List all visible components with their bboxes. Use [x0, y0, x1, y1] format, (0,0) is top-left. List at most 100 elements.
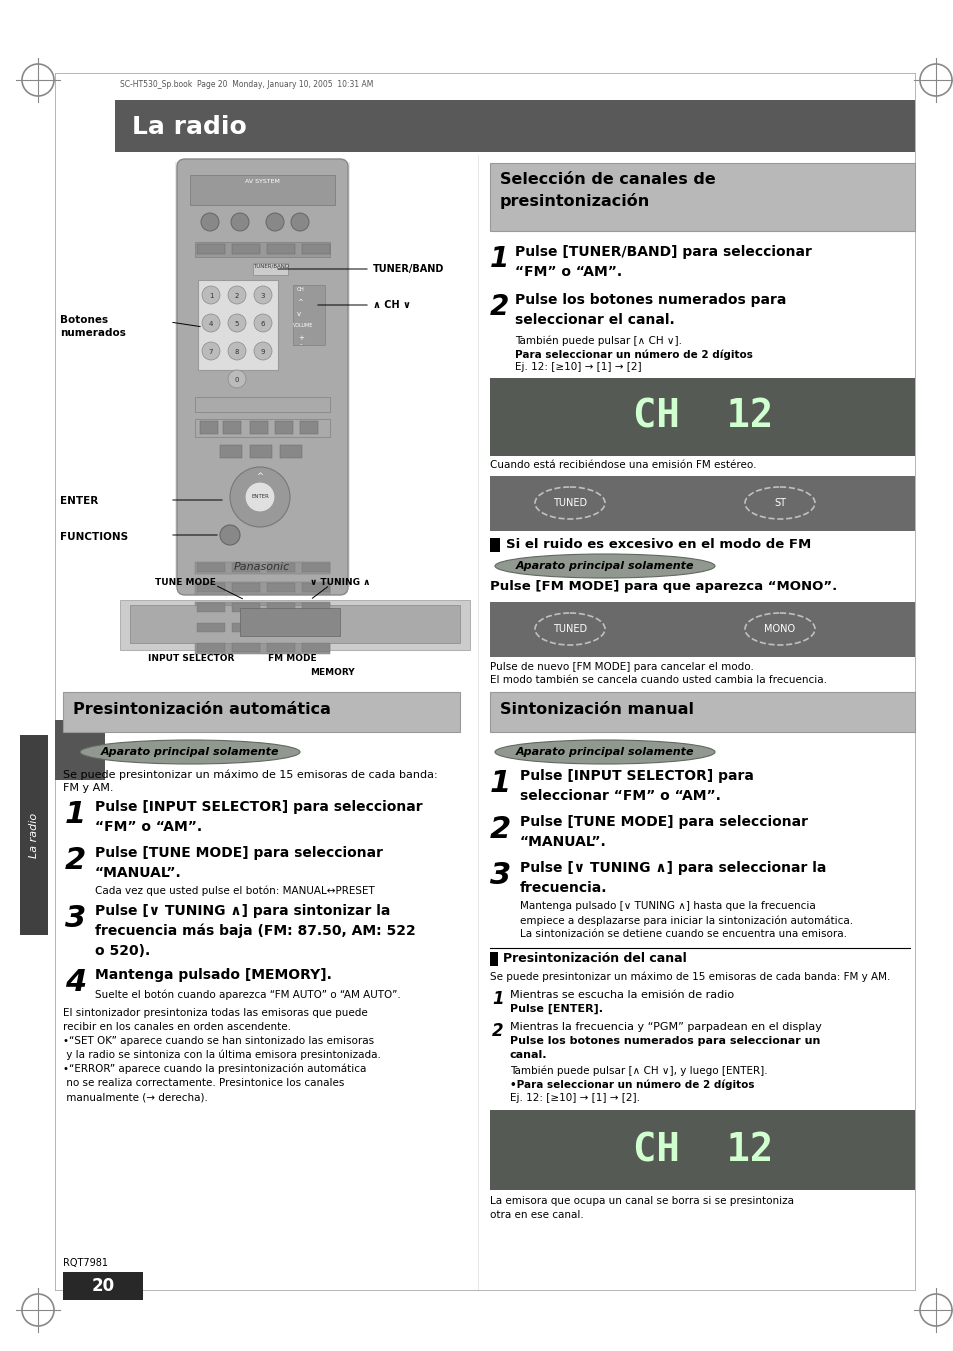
- Bar: [302, 245, 330, 254]
- Text: La sintonización se detiene cuando se encuentra una emisora.: La sintonización se detiene cuando se en…: [519, 929, 846, 939]
- Text: Panasonic: Panasonic: [233, 562, 290, 571]
- Bar: [267, 245, 294, 254]
- Text: Pulse [∨ TUNING ∧] para seleccionar la: Pulse [∨ TUNING ∧] para seleccionar la: [519, 861, 825, 875]
- Text: 1: 1: [209, 293, 213, 299]
- Bar: [250, 444, 272, 458]
- Bar: [267, 603, 294, 612]
- Bar: [194, 621, 330, 634]
- Text: 2: 2: [492, 1021, 503, 1040]
- Text: RQT7981: RQT7981: [63, 1258, 108, 1269]
- Text: Mientras la frecuencia y “PGM” parpadean en el display: Mientras la frecuencia y “PGM” parpadean…: [510, 1021, 821, 1032]
- Text: •“SET OK” aparece cuando se han sintonizado las emisoras: •“SET OK” aparece cuando se han sintoniz…: [63, 1036, 374, 1046]
- Bar: [299, 422, 317, 434]
- Text: ∧ CH ∨: ∧ CH ∨: [373, 300, 411, 309]
- Text: seleccionar el canal.: seleccionar el canal.: [515, 313, 674, 327]
- Text: otra en ese canal.: otra en ese canal.: [490, 1210, 583, 1220]
- Circle shape: [228, 286, 246, 304]
- Bar: [55, 720, 105, 780]
- Text: 7: 7: [209, 349, 213, 355]
- Text: Pulse [INPUT SELECTOR] para: Pulse [INPUT SELECTOR] para: [519, 769, 753, 784]
- Text: CH  12: CH 12: [632, 1131, 772, 1169]
- Text: ST: ST: [773, 499, 785, 508]
- Text: INPUT SELECTOR: INPUT SELECTOR: [148, 654, 234, 663]
- Bar: [194, 419, 330, 436]
- Text: TUNED: TUNED: [553, 624, 586, 634]
- Text: “MANUAL”.: “MANUAL”.: [95, 866, 182, 880]
- Text: ^: ^: [256, 471, 263, 481]
- Text: frecuencia más baja (FM: 87.50, AM: 522: frecuencia más baja (FM: 87.50, AM: 522: [95, 924, 416, 939]
- Bar: [20, 735, 48, 935]
- Text: “FM” o “AM”.: “FM” o “AM”.: [515, 265, 621, 280]
- Text: CH: CH: [296, 286, 305, 292]
- Text: Mientras se escucha la emisión de radio: Mientras se escucha la emisión de radio: [510, 990, 734, 1000]
- Text: v: v: [296, 311, 301, 317]
- Bar: [490, 952, 497, 966]
- Text: Pulse [TUNE MODE] para seleccionar: Pulse [TUNE MODE] para seleccionar: [519, 815, 807, 830]
- Bar: [194, 562, 330, 574]
- Text: Cada vez que usted pulse el botón: MANUAL↔PRESET: Cada vez que usted pulse el botón: MANUA…: [95, 886, 375, 897]
- Text: TUNED: TUNED: [553, 499, 586, 508]
- Bar: [194, 642, 330, 654]
- Bar: [63, 1273, 143, 1300]
- Text: También puede pulsar [∧ CH ∨], y luego [ENTER].: También puede pulsar [∧ CH ∨], y luego […: [510, 1065, 767, 1075]
- Circle shape: [253, 286, 272, 304]
- Bar: [232, 623, 260, 632]
- Text: 1: 1: [65, 800, 86, 830]
- Bar: [302, 623, 330, 632]
- Text: 5: 5: [234, 322, 239, 327]
- Bar: [293, 285, 325, 345]
- Bar: [280, 444, 302, 458]
- Text: manualmente (→ derecha).: manualmente (→ derecha).: [63, 1092, 208, 1102]
- Bar: [253, 263, 288, 276]
- Bar: [196, 584, 225, 592]
- Text: Cuando está recibiéndose una emisión FM estéreo.: Cuando está recibiéndose una emisión FM …: [490, 459, 756, 470]
- Text: Mantenga pulsado [∨ TUNING ∧] hasta que la frecuencia: Mantenga pulsado [∨ TUNING ∧] hasta que …: [519, 901, 815, 911]
- Circle shape: [245, 482, 274, 512]
- Text: Aparato principal solamente: Aparato principal solamente: [516, 561, 694, 571]
- Circle shape: [202, 342, 220, 359]
- Text: MEMORY: MEMORY: [310, 667, 355, 677]
- Bar: [250, 422, 268, 434]
- Bar: [232, 584, 260, 592]
- Text: Sintonización manual: Sintonización manual: [499, 703, 693, 717]
- Text: Presintonización del canal: Presintonización del canal: [502, 952, 686, 965]
- Text: seleccionar “FM” o “AM”.: seleccionar “FM” o “AM”.: [519, 789, 720, 802]
- Text: recibir en los canales en orden ascendente.: recibir en los canales en orden ascenden…: [63, 1021, 291, 1032]
- Text: no se realiza correctamente. Presintonice los canales: no se realiza correctamente. Presintonic…: [63, 1078, 344, 1088]
- Bar: [490, 476, 914, 531]
- Text: 2: 2: [65, 846, 86, 875]
- Bar: [198, 280, 277, 370]
- Text: VOLUME: VOLUME: [293, 323, 313, 328]
- Text: 3: 3: [65, 904, 86, 934]
- FancyBboxPatch shape: [177, 159, 348, 594]
- Text: Ej. 12: [≥10] → [1] → [2]: Ej. 12: [≥10] → [1] → [2]: [515, 362, 641, 372]
- Text: ENTER: ENTER: [60, 496, 98, 507]
- Text: Pulse de nuevo [FM MODE] para cancelar el modo.: Pulse de nuevo [FM MODE] para cancelar e…: [490, 662, 753, 671]
- Bar: [120, 600, 470, 650]
- Circle shape: [253, 313, 272, 332]
- Circle shape: [266, 213, 284, 231]
- Text: La radio: La radio: [132, 115, 247, 139]
- Circle shape: [220, 526, 240, 544]
- Text: 2: 2: [490, 815, 511, 844]
- Text: FM MODE: FM MODE: [268, 654, 316, 663]
- Circle shape: [202, 313, 220, 332]
- Text: Suelte el botón cuando aparezca “FM AUTO” o “AM AUTO”.: Suelte el botón cuando aparezca “FM AUTO…: [95, 990, 400, 1001]
- Circle shape: [231, 213, 249, 231]
- Text: ∨ TUNING ∧: ∨ TUNING ∧: [310, 578, 370, 586]
- Bar: [274, 422, 293, 434]
- Text: Botones: Botones: [60, 315, 108, 326]
- Bar: [194, 397, 330, 412]
- Bar: [490, 603, 914, 657]
- Circle shape: [201, 213, 219, 231]
- Text: Pulse [FM MODE] para que aparezca “MONO”.: Pulse [FM MODE] para que aparezca “MONO”…: [490, 580, 837, 593]
- Text: TUNER/BAND: TUNER/BAND: [253, 263, 289, 267]
- Bar: [63, 692, 459, 732]
- Text: Mantenga pulsado [MEMORY].: Mantenga pulsado [MEMORY].: [95, 969, 332, 982]
- Circle shape: [228, 370, 246, 388]
- Text: “FM” o “AM”.: “FM” o “AM”.: [95, 820, 202, 834]
- Bar: [490, 1111, 914, 1190]
- Text: Selección de canales de: Selección de canales de: [499, 172, 715, 186]
- Bar: [196, 245, 225, 254]
- Bar: [196, 563, 225, 571]
